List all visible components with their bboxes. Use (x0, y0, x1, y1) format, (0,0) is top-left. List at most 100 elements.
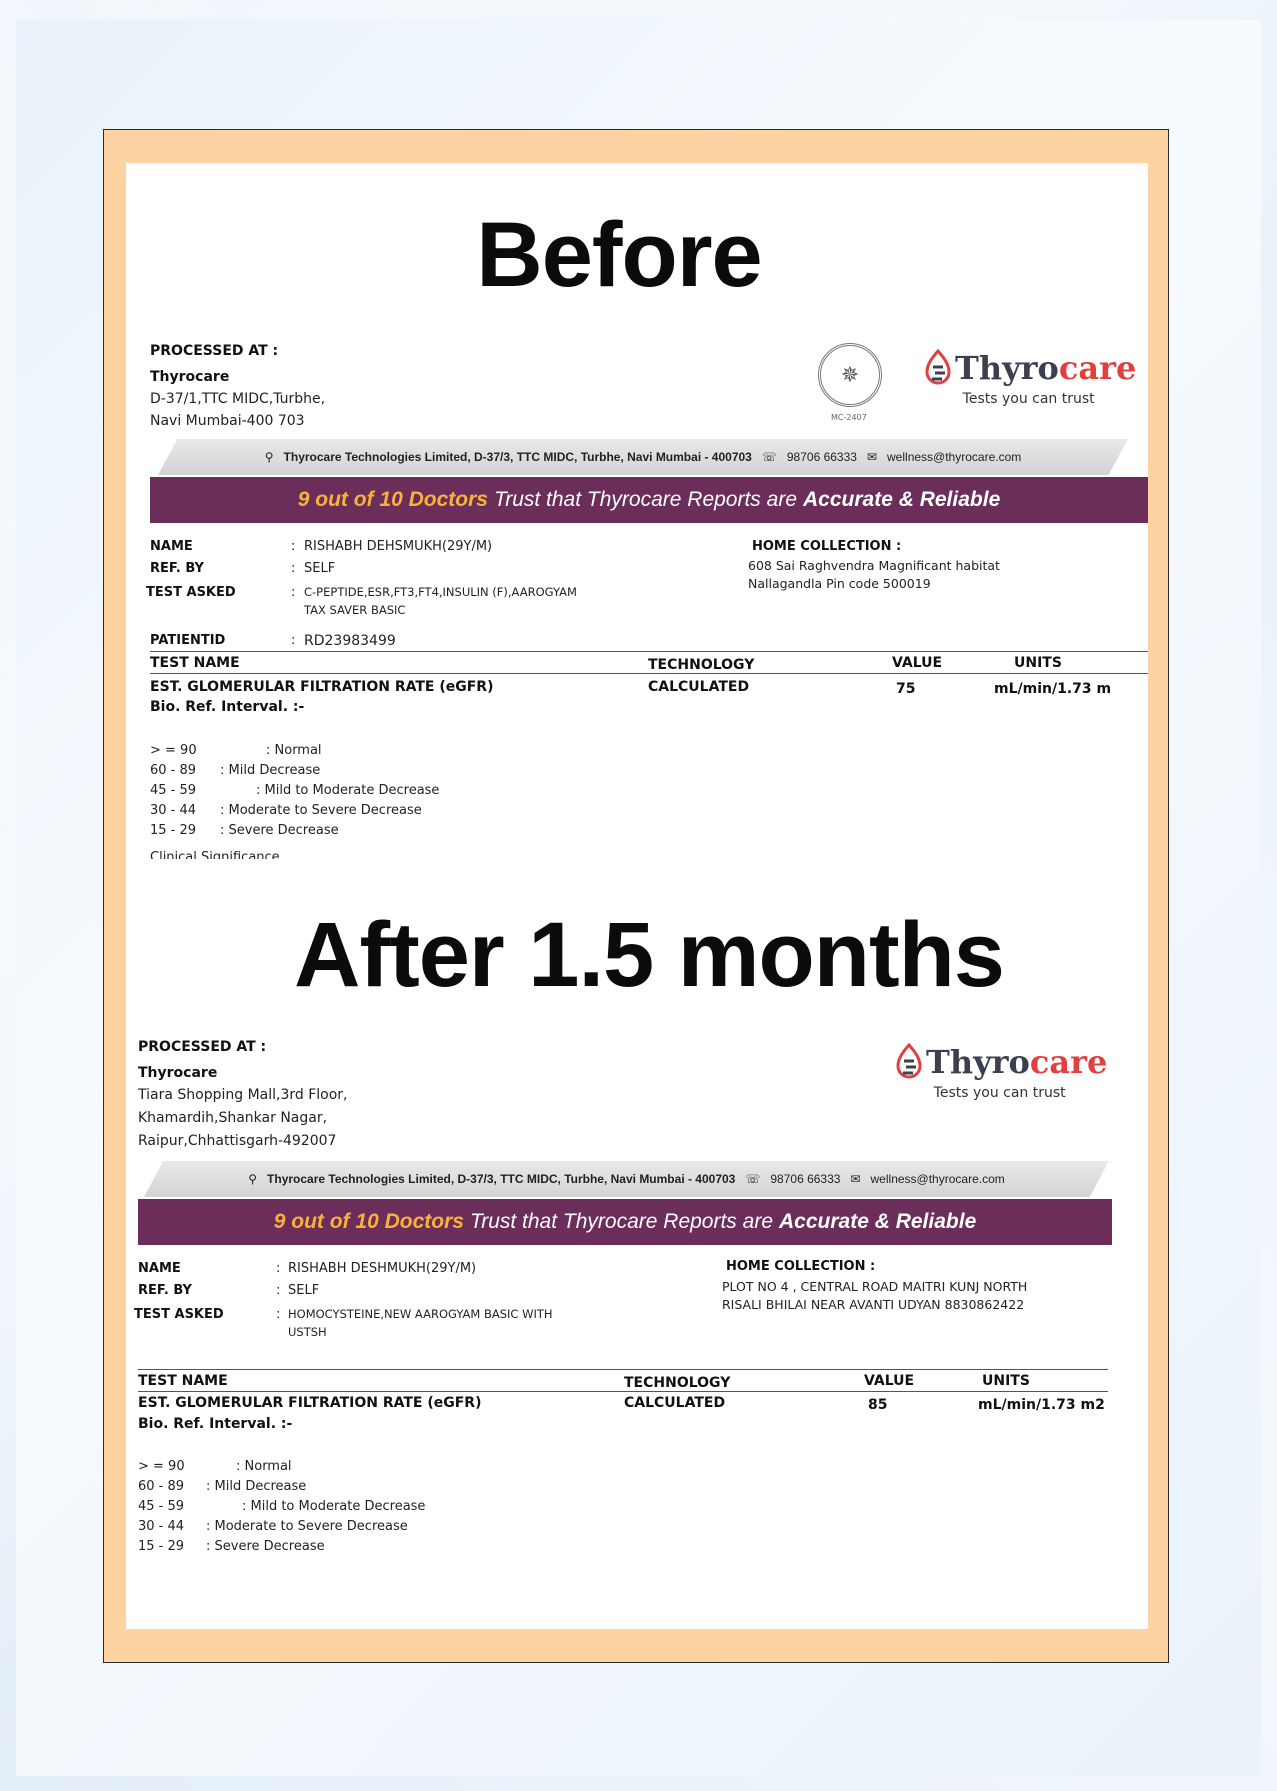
banner-email: wellness@thyrocare.com (887, 450, 1022, 464)
home-collection-line: RISALI BHILAI NEAR AVANTI UDYAN 88308624… (722, 1297, 1025, 1312)
clinical-significance: Clinical Significance (150, 851, 280, 859)
trust-banner: 9 out of 10 Doctors Trust that Thyrocare… (138, 1199, 1112, 1245)
test-asked-colon: : (291, 585, 296, 600)
value-header: VALUE (864, 1373, 915, 1389)
test-row-technology: CALCULATED (648, 679, 750, 695)
range-value: 60 - 89 (138, 1479, 185, 1494)
range-desc: : Mild Decrease (206, 1479, 307, 1494)
test-row-value: 85 (868, 1397, 888, 1413)
patient-id-label: PATIENTID (150, 633, 226, 648)
paper-sheet: Before PROCESSED AT : Thyrocare D-37/1,T… (126, 163, 1148, 1629)
ref-by-label: REF. BY (150, 561, 204, 576)
patient-name: RISHABH DESHMUKH(29Y/M) (288, 1261, 477, 1276)
banner-phone: 98706 66333 (786, 450, 857, 464)
value-header: VALUE (892, 655, 943, 671)
lab-name: Thyrocare (150, 369, 230, 385)
seal-code: MC-2407 (831, 413, 867, 422)
divider (150, 673, 1148, 674)
name-label: NAME (138, 1261, 181, 1276)
range-desc: : Mild Decrease (220, 763, 321, 778)
before-heading: Before (476, 204, 762, 306)
home-collection-line: 608 Sai Raghvendra Magnificant habitat (748, 558, 1000, 573)
test-asked-label: TEST ASKED (146, 585, 236, 600)
after-heading: After 1.5 months (294, 904, 1005, 1006)
range-desc: : Moderate to Severe Decrease (206, 1519, 408, 1534)
units-header: UNITS (982, 1373, 1030, 1389)
lab-address-line: D-37/1,TTC MIDC,Turbhe, (150, 391, 326, 407)
lab-address-line: Tiara Shopping Mall,3rd Floor, (138, 1087, 348, 1103)
mail-icon: ✉ (866, 450, 878, 464)
whatsapp-icon: ☏ (745, 1172, 761, 1186)
range-value: > = 90 (138, 1459, 185, 1474)
test-asked-label: TEST ASKED (134, 1307, 224, 1322)
divider (138, 1391, 1108, 1392)
range-value: 45 - 59 (138, 1499, 185, 1514)
lab-address-line: Khamardih,Shankar Nagar, (138, 1110, 328, 1126)
lab-address-line: Raipur,Chhattisgarh-492007 (138, 1133, 337, 1149)
mail-icon: ✉ (850, 1172, 861, 1186)
test-row-name: EST. GLOMERULAR FILTRATION RATE (eGFR) (150, 679, 494, 695)
banner-address: Thyrocare Technologies Limited, D-37/3, … (267, 1172, 736, 1186)
name-colon: : (276, 1261, 281, 1276)
brand-tagline: Tests you can trust (962, 391, 1095, 407)
location-pin-icon: ⚲ (248, 1172, 258, 1186)
brand-name-a: Thyro (926, 1043, 1030, 1081)
test-name-header: TEST NAME (138, 1373, 228, 1389)
home-collection-label: HOME COLLECTION : (726, 1259, 876, 1274)
ref-by-value: SELF (304, 561, 336, 576)
range-desc: : Normal (266, 743, 322, 758)
ref-interval-label: Bio. Ref. Interval. :- (150, 699, 305, 715)
after-report: PROCESSED AT : Thyrocare Tiara Shopping … (126, 1039, 1148, 1629)
technology-header: TECHNOLOGY (624, 1375, 731, 1391)
range-desc: : Severe Decrease (220, 823, 339, 838)
lab-address-line: Navi Mumbai-400 703 (150, 413, 305, 429)
range-desc: : Normal (236, 1459, 292, 1474)
trust-highlight: 9 out of 10 Doctors (273, 1210, 464, 1233)
trust-middle: Trust that Thyrocare Reports are (493, 488, 797, 511)
home-collection-label: HOME COLLECTION : (752, 539, 902, 554)
divider (138, 1369, 1108, 1370)
trust-bold: Accurate & Reliable (803, 488, 1001, 511)
ref-interval-label: Bio. Ref. Interval. :- (138, 1416, 293, 1432)
processed-at-label: PROCESSED AT : (138, 1039, 267, 1055)
range-desc: : Mild to Moderate Decrease (242, 1499, 426, 1514)
trust-banner: 9 out of 10 Doctors Trust that Thyrocare… (150, 477, 1148, 523)
test-row-units: mL/min/1.73 m (994, 681, 1112, 697)
patient-id-value: RD23983499 (304, 633, 396, 649)
range-value: 60 - 89 (150, 763, 197, 778)
brand-name-a: Thyro (955, 349, 1059, 387)
ref-by-colon: : (276, 1283, 281, 1298)
ref-by-value: SELF (288, 1283, 320, 1298)
trust-bold: Accurate & Reliable (779, 1210, 977, 1233)
trust-middle: Trust that Thyrocare Reports are (469, 1210, 773, 1233)
before-report: PROCESSED AT : Thyrocare D-37/1,TTC MIDC… (126, 343, 1148, 963)
banner-address: Thyrocare Technologies Limited, D-37/3, … (283, 450, 752, 464)
range-value: 15 - 29 (150, 823, 197, 838)
range-value: 30 - 44 (138, 1519, 185, 1534)
test-asked-value: TAX SAVER BASIC (304, 603, 406, 617)
range-desc: : Moderate to Severe Decrease (220, 803, 422, 818)
test-asked-colon: : (276, 1307, 281, 1322)
range-value: 30 - 44 (150, 803, 197, 818)
processed-at-label: PROCESSED AT : (150, 343, 279, 359)
test-name-header: TEST NAME (150, 655, 240, 671)
test-asked-value: USTSH (288, 1325, 327, 1339)
thyrocare-logo-icon (925, 349, 951, 385)
home-collection-line: Nallagandla Pin code 500019 (748, 576, 931, 591)
brand-name-b: care (1029, 1043, 1108, 1081)
contact-banner: ⚲ Thyrocare Technologies Limited, D-37/3… (158, 439, 1128, 475)
test-asked-value: C-PEPTIDE,ESR,FT3,FT4,INSULIN (F),AAROGY… (304, 585, 577, 599)
test-row-name: EST. GLOMERULAR FILTRATION RATE (eGFR) (138, 1395, 482, 1411)
range-desc: : Severe Decrease (206, 1539, 325, 1554)
ref-by-colon: : (291, 561, 296, 576)
thyrocare-logo: Thyro care Tests you can trust (921, 349, 1136, 407)
name-colon: : (291, 539, 296, 554)
banner-email: wellness@thyrocare.com (870, 1172, 1005, 1186)
thyrocare-logo-icon (896, 1043, 922, 1079)
contact-banner: ⚲ Thyrocare Technologies Limited, D-37/3… (144, 1161, 1109, 1197)
ref-by-label: REF. BY (138, 1283, 192, 1298)
test-row-technology: CALCULATED (624, 1395, 726, 1411)
patient-id-colon: : (291, 633, 296, 648)
lab-name: Thyrocare (138, 1065, 218, 1081)
divider (150, 651, 1148, 652)
